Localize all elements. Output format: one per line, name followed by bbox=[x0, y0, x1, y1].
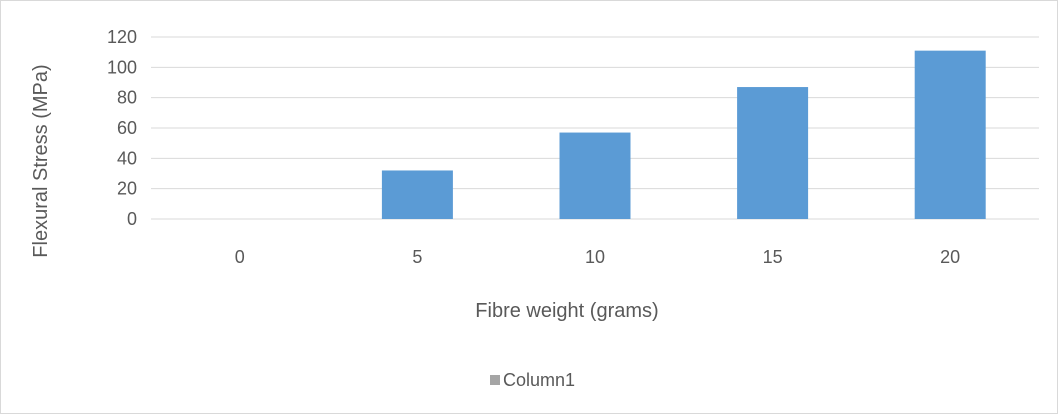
y-tick-label: 120 bbox=[107, 27, 137, 47]
legend: Column1 bbox=[490, 370, 575, 390]
bar bbox=[914, 50, 986, 220]
y-tick-label: 60 bbox=[117, 118, 137, 138]
y-axis-ticks: 0 20 40 60 80 100 120 bbox=[107, 27, 137, 229]
y-axis-title: Flexural Stress (MPa) bbox=[30, 64, 52, 257]
x-tick-label: 15 bbox=[763, 247, 783, 267]
bar bbox=[737, 87, 809, 219]
legend-swatch bbox=[490, 375, 500, 385]
x-tick-label: 5 bbox=[412, 247, 422, 267]
bars bbox=[381, 50, 986, 220]
x-axis-ticks: 0 5 10 15 20 bbox=[235, 247, 960, 267]
y-tick-label: 20 bbox=[117, 179, 137, 199]
bar bbox=[381, 170, 453, 219]
y-tick-label: 40 bbox=[117, 148, 137, 168]
legend-label: Column1 bbox=[503, 370, 575, 390]
x-axis-title: Fibre weight (grams) bbox=[475, 300, 658, 322]
x-tick-label: 0 bbox=[235, 247, 245, 267]
y-tick-label: 0 bbox=[127, 209, 137, 229]
bar bbox=[559, 132, 631, 219]
x-tick-label: 20 bbox=[940, 247, 960, 267]
x-tick-label: 10 bbox=[585, 247, 605, 267]
y-tick-label: 100 bbox=[107, 57, 137, 77]
y-tick-label: 80 bbox=[117, 88, 137, 108]
